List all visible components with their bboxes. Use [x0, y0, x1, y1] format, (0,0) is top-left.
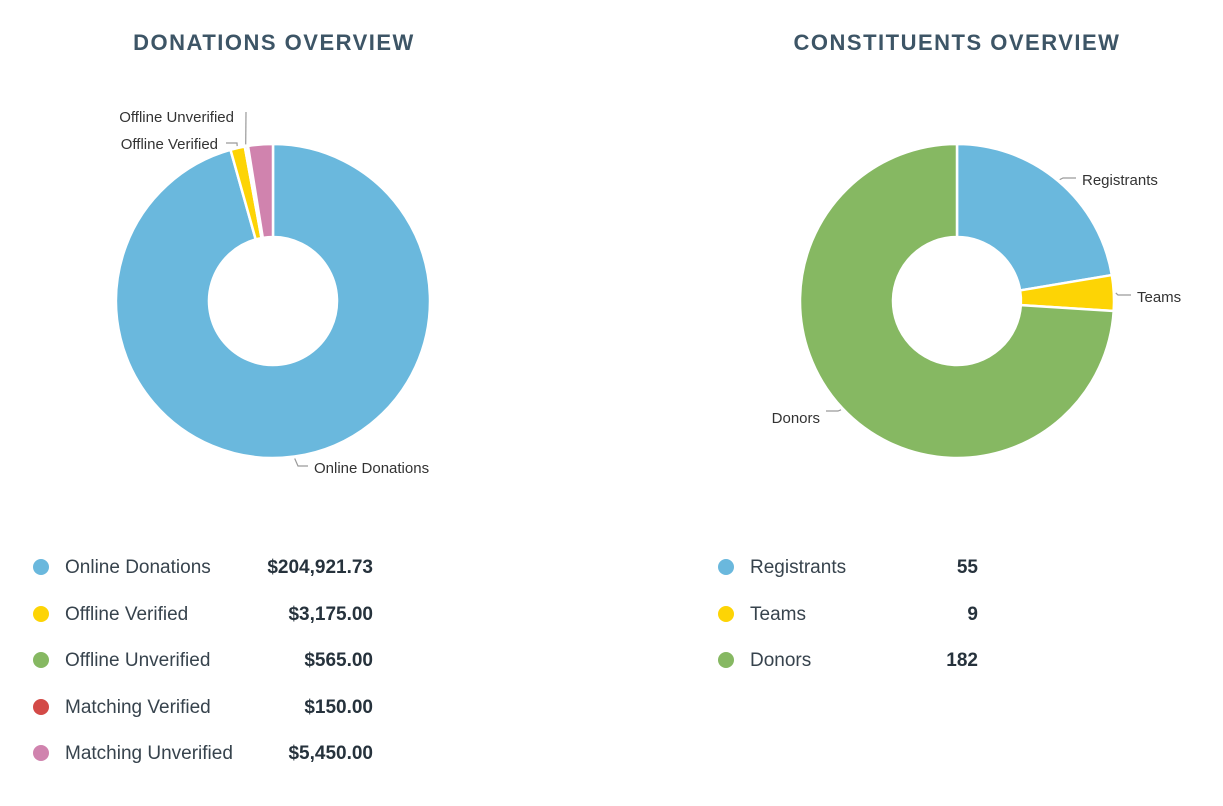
constituents-donut-chart: Registrants Teams Donors — [772, 142, 1181, 460]
legend-value: 182 — [946, 650, 978, 671]
slice-label-online-donations: Online Donations — [314, 460, 429, 477]
slice-registrants[interactable] — [955, 142, 1114, 292]
legend-item-matching-verified[interactable]: Matching Verified $150.00 — [33, 692, 373, 739]
legend-dot-registrants — [718, 559, 734, 575]
legend-value: $204,921.73 — [267, 557, 373, 578]
slice-online-donations[interactable] — [114, 142, 432, 460]
legend-label: Offline Verified — [65, 603, 189, 625]
legend-dot-online-donations — [33, 559, 49, 575]
legend-label: Teams — [750, 603, 806, 625]
legend-item-donors[interactable]: Donors 182 — [718, 645, 978, 692]
leader-line-registrants — [1059, 177, 1076, 181]
leader-line-offline-verified — [226, 142, 238, 147]
leader-line-teams — [1115, 292, 1131, 296]
legend-item-offline-verified[interactable]: Offline Verified $3,175.00 — [33, 599, 373, 646]
legend-value: $3,175.00 — [288, 603, 373, 625]
donations-overview-panel: DONATIONS OVERVIEW Online Donations Offli… — [0, 0, 580, 806]
donations-chart-title: DONATIONS OVERVIEW — [133, 30, 415, 55]
slice-label-donors: Donors — [772, 410, 820, 427]
legend-dot-donors — [718, 652, 734, 668]
legend-label: Donors — [750, 650, 812, 671]
slice-donors[interactable] — [798, 142, 1115, 460]
constituents-legend: Registrants 55 Teams 9 Donors 182 — [718, 552, 978, 692]
legend-item-matching-unverified[interactable]: Matching Unverified $5,450.00 — [33, 738, 373, 785]
legend-value: 55 — [956, 557, 978, 578]
legend-label: Matching Verified — [65, 696, 211, 718]
legend-label: Registrants — [750, 557, 847, 578]
constituents-overview-panel: CONSTITUENTS OVERVIEW Registrants Teams Do… — [640, 0, 1223, 806]
legend-value: $565.00 — [304, 650, 373, 671]
legend-label: Matching Unverified — [65, 743, 233, 764]
leader-line-online-donations — [294, 458, 308, 467]
legend-value: $150.00 — [304, 696, 373, 718]
legend-item-registrants[interactable]: Registrants 55 — [718, 552, 978, 599]
legend-dot-matching-unverified — [33, 745, 49, 761]
slice-label-registrants: Registrants — [1082, 172, 1158, 189]
legend-item-offline-unverified[interactable]: Offline Unverified $565.00 — [33, 645, 373, 692]
constituents-chart-title: CONSTITUENTS OVERVIEW — [793, 30, 1121, 55]
donations-donut-chart: Online Donations Offline Verified Offline … — [114, 109, 432, 477]
legend-dot-teams — [718, 605, 734, 622]
legend-label: Offline Unverified — [65, 650, 211, 671]
slice-matching-unverified[interactable] — [246, 142, 275, 240]
legend-label: Online Donations — [65, 557, 211, 578]
legend-dot-matching-verified — [33, 698, 49, 715]
legend-value: 9 — [967, 603, 978, 625]
slice-label-offline-verified: Offline Verified — [121, 136, 218, 153]
slice-label-teams: Teams — [1137, 289, 1181, 306]
leader-line-donors — [826, 409, 842, 412]
legend-item-online-donations[interactable]: Online Donations $204,921.73 — [33, 552, 373, 599]
legend-dot-offline-unverified — [33, 652, 49, 668]
legend-dot-offline-verified — [33, 605, 49, 622]
legend-item-teams[interactable]: Teams 9 — [718, 599, 978, 646]
legend-value: $5,450.00 — [288, 743, 373, 764]
donations-legend: Online Donations $204,921.73 Offline Verif… — [33, 552, 373, 785]
slice-label-offline-unverified: Offline Unverified — [119, 109, 234, 126]
